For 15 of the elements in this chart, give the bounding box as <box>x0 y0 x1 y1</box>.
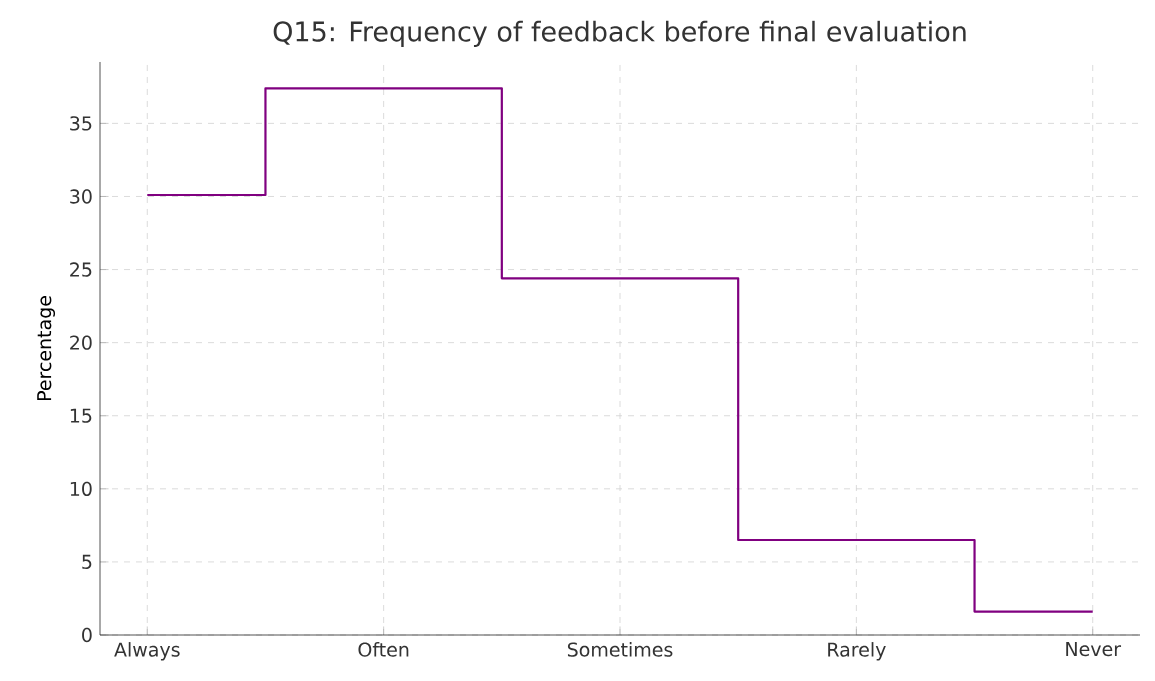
y-tick-label: 10 <box>70 481 92 497</box>
y-tick-label: 15 <box>70 408 92 423</box>
y-tick-label: 30 <box>70 189 92 204</box>
y-tick-label: 20 <box>70 335 92 350</box>
x-tick-label: Sometimes <box>567 642 673 657</box>
x-tick-label: Never <box>1066 642 1122 657</box>
y-axis-title: Percentage <box>37 296 56 401</box>
x-tick-label: Always <box>114 642 180 661</box>
y-tick-label: 25 <box>70 262 92 277</box>
x-tick-label: Often <box>358 642 409 657</box>
y-tick-label: 5 <box>82 554 92 569</box>
x-tick-label: Rarely <box>828 642 886 661</box>
chart-title: Q15: Frequency of feedback before final evaluation <box>273 20 966 47</box>
y-tick-label: 35 <box>70 116 92 131</box>
y-tick-label: 0 <box>82 627 92 643</box>
